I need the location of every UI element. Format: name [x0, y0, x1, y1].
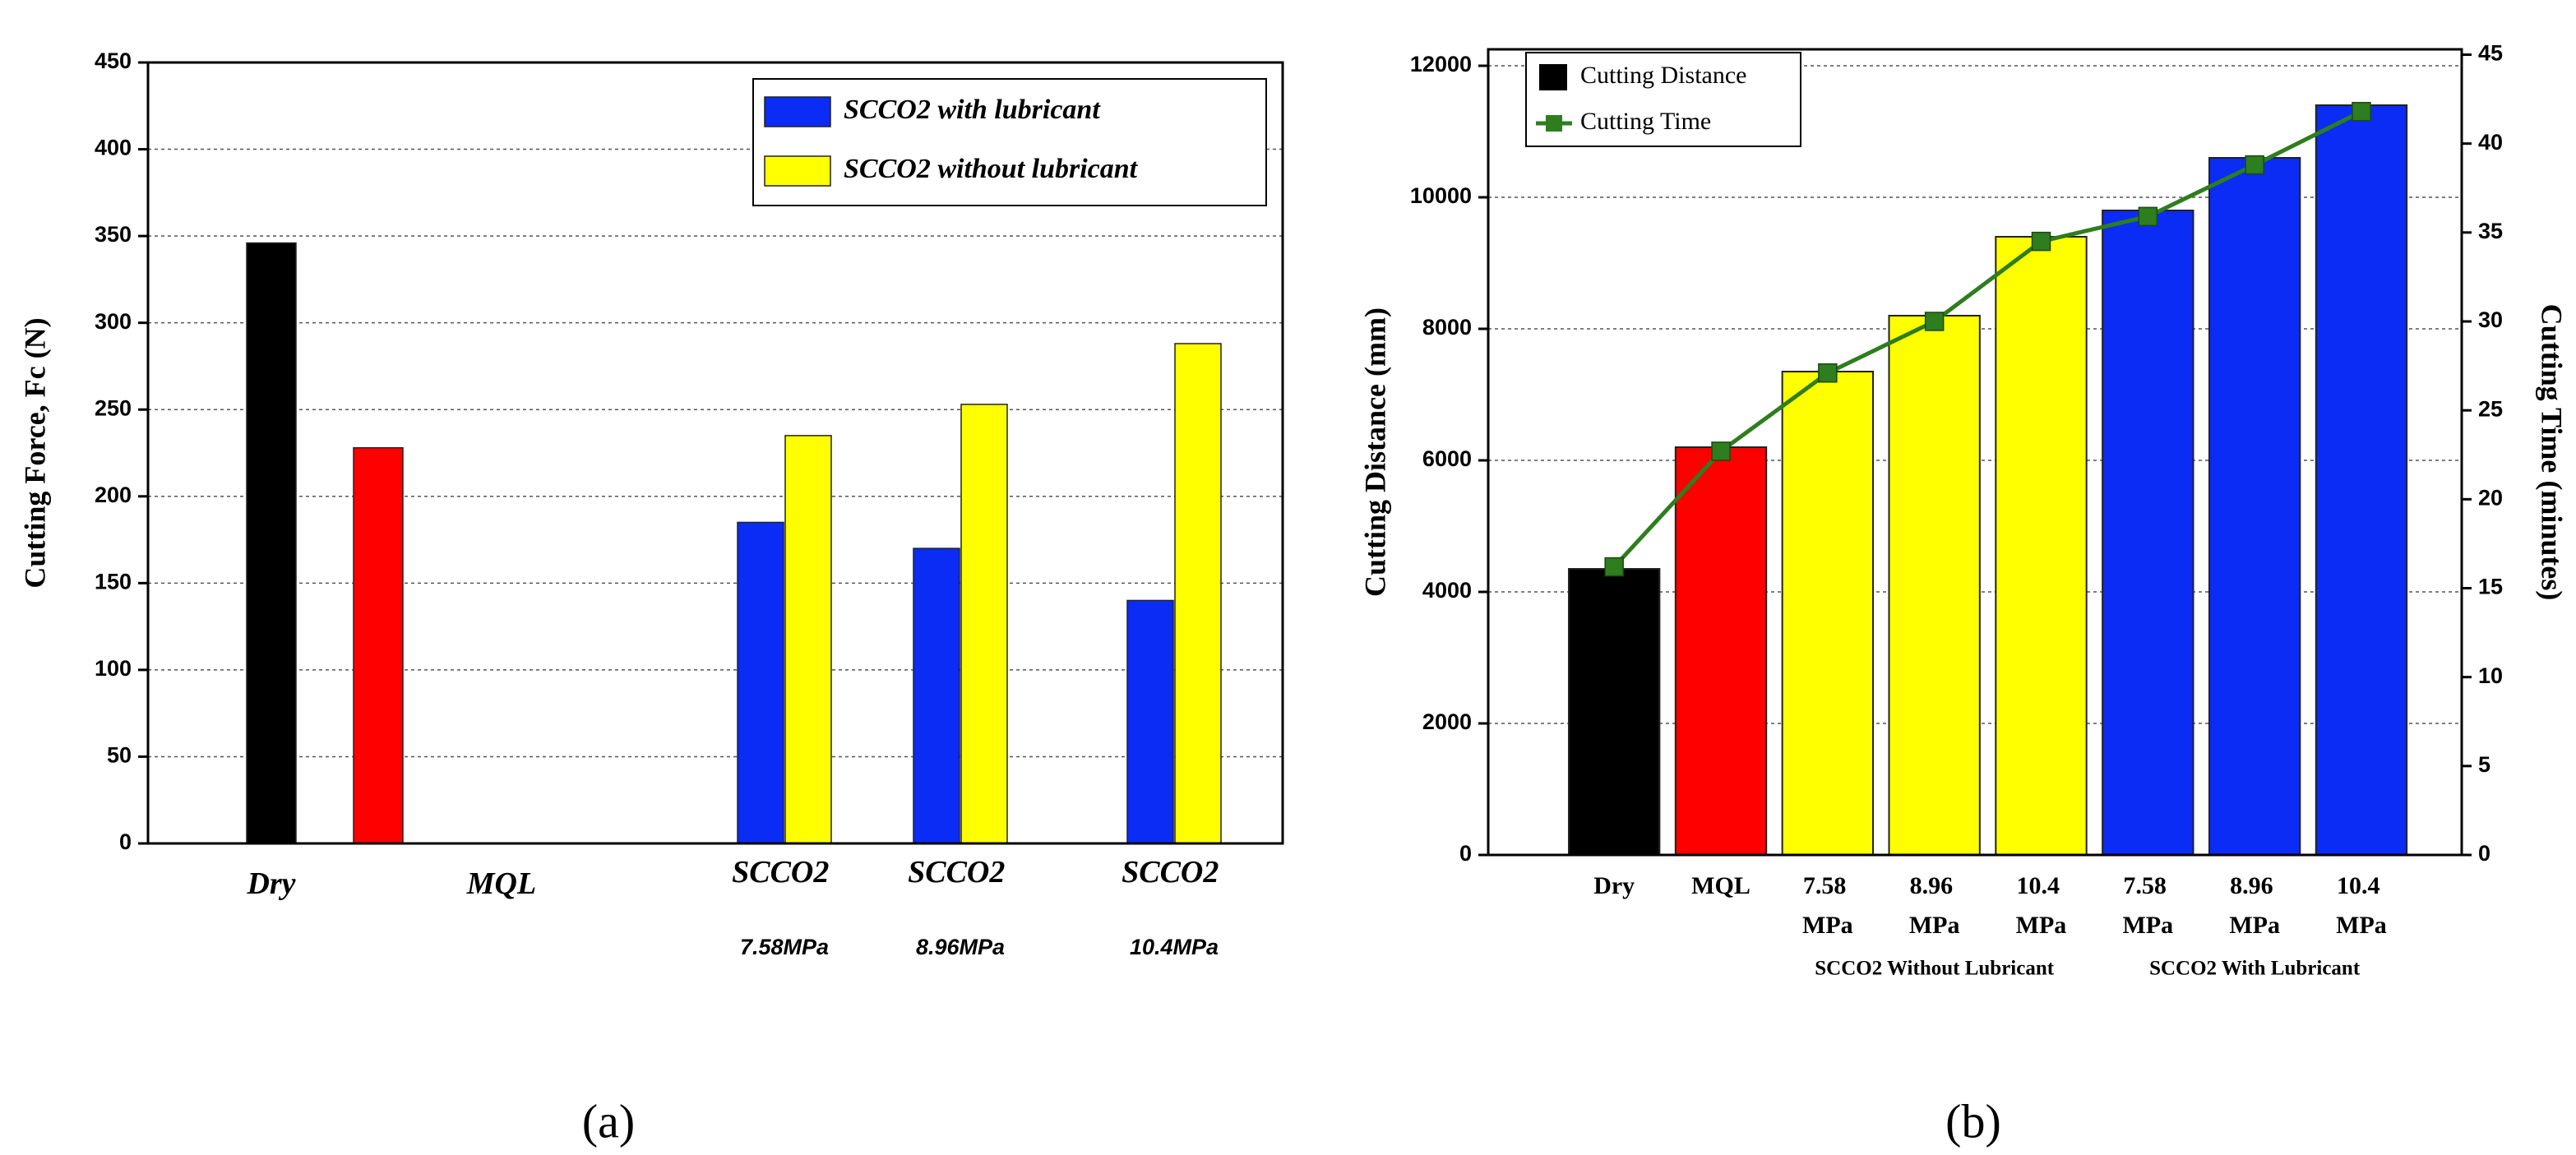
line-marker [1924, 312, 1945, 331]
line-marker [2352, 101, 2371, 122]
x-tick-label: 7.58 MPa [1802, 872, 1853, 939]
bar [784, 435, 832, 844]
y-tick-label: 100 [95, 656, 132, 681]
y-tick-label: 8000 [1422, 315, 1472, 340]
bar [1781, 371, 1875, 856]
y2-tick-label: 35 [2478, 219, 2503, 243]
bar [913, 547, 960, 844]
legend-label: Cutting Time [1580, 108, 1711, 135]
x-tick-label: 8.96 MPa [1909, 872, 1960, 939]
line-marker [2031, 231, 2051, 252]
legend-swatch [764, 155, 831, 187]
legend-swatch [1546, 115, 1562, 132]
bar [960, 404, 1008, 844]
bar [1995, 236, 2088, 856]
y-tick-label: 4000 [1422, 578, 1472, 603]
bar [1568, 568, 1661, 856]
y-tick-label: 200 [95, 483, 132, 507]
x-tick-label: SCCO2 8.96MPa [908, 855, 1013, 959]
y2-tick-label: 10 [2478, 663, 2503, 688]
y2-tick-label: 45 [2478, 41, 2503, 66]
bar [737, 521, 784, 844]
y-tick-label: 300 [95, 309, 132, 334]
line-marker [1604, 557, 1624, 577]
bar [353, 446, 404, 844]
y-tick-label: 12000 [1410, 52, 1472, 76]
y-tick-label: 250 [95, 395, 132, 420]
x-tick-label: Dry [246, 866, 295, 901]
bar [2315, 104, 2408, 856]
y-tick-label: 2000 [1422, 709, 1472, 734]
x-tick-label: SCCO2 7.58MPa [732, 855, 837, 959]
y-axis-label: Cutting Distance (mm) [1358, 307, 1391, 597]
legend-swatch [1539, 64, 1567, 90]
bar [1888, 315, 1981, 856]
plot-frame [1487, 48, 2463, 857]
y-tick-label: 0 [119, 829, 132, 854]
line-marker [2245, 155, 2264, 175]
y2-tick-label: 0 [2478, 841, 2490, 866]
caption: (a) [582, 1094, 635, 1148]
y2-tick-label: 15 [2478, 575, 2503, 599]
legend-box [752, 78, 1267, 206]
line-marker [1711, 441, 1731, 461]
x-tick-label: SCCO2 10.4MPa [1122, 855, 1227, 959]
line [1612, 109, 2363, 569]
bar [2102, 210, 2194, 856]
legend-label: Cutting Distance [1580, 62, 1746, 89]
y-tick-label: 450 [95, 49, 132, 73]
y-tick-label: 50 [107, 743, 132, 768]
line-marker [1818, 363, 1838, 383]
y-tick-label: 10000 [1410, 183, 1472, 208]
y2-tick-label: 30 [2478, 307, 2503, 332]
x-tick-label: Dry [1593, 872, 1635, 899]
bar [2208, 157, 2301, 856]
bar [1126, 599, 1174, 844]
line-marker [2138, 206, 2158, 227]
y-axis-label: Cutting Force, Fc (N) [18, 317, 51, 588]
plot-frame [146, 61, 1284, 845]
group-label: SCCO2 Without Lubricant [1815, 958, 2054, 980]
y-tick-label: 150 [95, 569, 132, 594]
x-tick-label: 10.4 MPa [2016, 872, 2067, 939]
y2-tick-label: 25 [2478, 396, 2503, 421]
x-tick-label: 7.58 MPa [2122, 872, 2173, 939]
x-tick-label: MQL [466, 866, 536, 901]
bar [1174, 343, 1222, 844]
x-tick-label: 10.4 MPa [2336, 872, 2387, 939]
legend-label: SCCO2 with lubricant [844, 95, 1101, 125]
legend-box [1525, 52, 1801, 147]
legend-label: SCCO2 without lubricant [844, 154, 1139, 184]
y-tick-label: 0 [1459, 841, 1472, 866]
y2-tick-label: 40 [2478, 130, 2503, 155]
y2-tick-label: 20 [2478, 485, 2503, 510]
y-tick-label: 6000 [1422, 446, 1472, 471]
y-tick-label: 400 [95, 136, 132, 160]
x-tick-label: 8.96 MPa [2229, 872, 2280, 939]
y2-axis-label: Cutting Time (minutes) [2536, 304, 2569, 601]
group-label: SCCO2 With Lubricant [2149, 958, 2361, 980]
caption: (b) [1945, 1094, 2001, 1148]
y-tick-label: 350 [95, 222, 132, 247]
x-tick-label: MQL [1691, 872, 1750, 899]
bar [246, 242, 297, 844]
legend-swatch [764, 96, 831, 127]
bar [1674, 446, 1768, 856]
y2-tick-label: 5 [2478, 752, 2490, 777]
